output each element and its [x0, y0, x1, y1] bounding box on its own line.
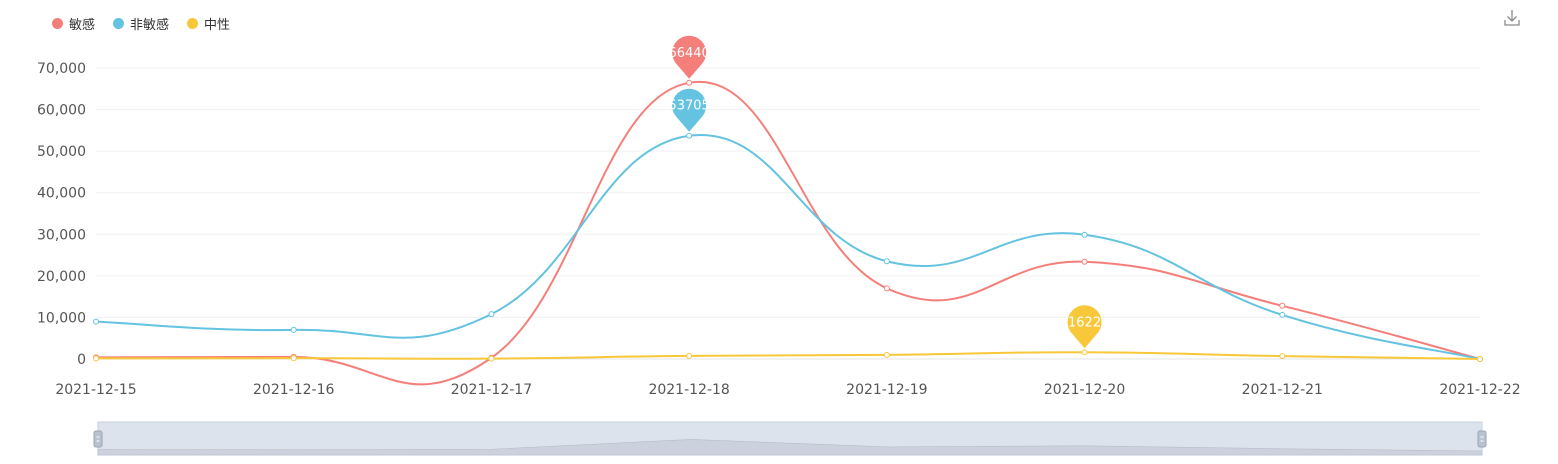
pin-shape — [1067, 305, 1102, 349]
data-point[interactable] — [1081, 258, 1088, 265]
data-point[interactable] — [1477, 356, 1483, 362]
data-point[interactable] — [488, 355, 495, 362]
x-tick-label: 2021-12-22 — [1439, 382, 1520, 398]
y-tick-label: 50,000 — [37, 144, 86, 160]
series-line-non-sensitive — [95, 133, 1481, 360]
data-point[interactable] — [93, 355, 99, 362]
x-tick-label: 2021-12-17 — [451, 382, 532, 398]
y-tick-label: 30,000 — [37, 227, 86, 243]
data-point[interactable] — [93, 318, 99, 325]
legend-label-neutral: 中性 — [204, 18, 231, 33]
data-zoom-slider — [93, 421, 1487, 456]
mark-point-label: 66440 — [668, 46, 709, 61]
series-line-neutral — [95, 351, 1481, 360]
legend-dot-neutral — [187, 18, 199, 29]
y-tick-label: 0 — [77, 352, 86, 368]
x-tick-label: 2021-12-21 — [1242, 382, 1323, 398]
legend-dot-sensitive — [52, 18, 63, 29]
mark-point-label: 1622 — [1068, 315, 1101, 330]
zoom-handle-left[interactable] — [93, 430, 103, 448]
data-point[interactable] — [686, 132, 693, 139]
x-tick-label: 2021-12-20 — [1044, 382, 1125, 398]
x-tick-label: 2021-12-15 — [55, 382, 136, 398]
download-icon[interactable] — [1502, 8, 1522, 28]
pin-shape — [672, 35, 707, 79]
data-point[interactable] — [1279, 353, 1286, 360]
data-point[interactable] — [290, 355, 297, 362]
mark-point-pin[interactable]: 66440 — [668, 35, 710, 79]
mark-points: 66440 53705 1622 — [668, 35, 1102, 349]
mark-point-label: 53705 — [668, 99, 709, 114]
zoom-preview — [97, 439, 1483, 456]
x-tick-label: 2021-12-18 — [648, 382, 729, 398]
data-point[interactable] — [1081, 349, 1088, 356]
legend: 敏感 非敏感 中性 — [52, 14, 230, 33]
series-points — [93, 79, 1483, 362]
data-point[interactable] — [1279, 311, 1286, 318]
legend-label-non-sensitive: 非敏感 — [130, 18, 170, 33]
data-point[interactable] — [290, 326, 297, 333]
y-tick-label: 20,000 — [37, 269, 86, 285]
x-axis-labels: 2021-12-15 2021-12-16 2021-12-17 2021-12-18… — [55, 382, 1520, 398]
x-tick-label: 2021-12-16 — [253, 382, 334, 398]
y-tick-label: 70,000 — [37, 61, 86, 77]
series-line-sensitive — [95, 80, 1481, 386]
data-point[interactable] — [883, 351, 890, 358]
pin-shape — [672, 88, 707, 132]
y-axis-labels: 0 10,000 20,000 30,000 40,000 50,000 60,000 70,… — [37, 61, 86, 368]
grid-lines — [96, 67, 1480, 360]
data-point[interactable] — [883, 258, 890, 265]
data-point[interactable] — [1279, 302, 1286, 309]
data-point[interactable] — [686, 79, 693, 86]
data-point[interactable] — [883, 285, 890, 292]
legend-item-non-sensitive[interactable]: 非敏感 — [113, 14, 169, 33]
zoom-handle-right[interactable] — [1477, 430, 1487, 448]
legend-dot-non-sensitive — [113, 18, 125, 29]
legend-label-sensitive: 敏感 — [69, 18, 96, 33]
legend-item-sensitive[interactable]: 敏感 — [52, 14, 95, 33]
data-point[interactable] — [488, 311, 495, 318]
data-point[interactable] — [1081, 231, 1088, 238]
mark-point-pin[interactable]: 1622 — [1067, 305, 1102, 349]
legend-item-neutral[interactable]: 中性 — [187, 14, 230, 33]
series-lines — [95, 80, 1481, 386]
mark-point-pin[interactable]: 53705 — [668, 88, 710, 132]
data-point[interactable] — [686, 352, 693, 359]
y-tick-label: 40,000 — [37, 186, 86, 202]
y-tick-label: 60,000 — [37, 103, 86, 119]
x-tick-label: 2021-12-19 — [846, 382, 927, 398]
y-tick-label: 10,000 — [37, 310, 86, 326]
